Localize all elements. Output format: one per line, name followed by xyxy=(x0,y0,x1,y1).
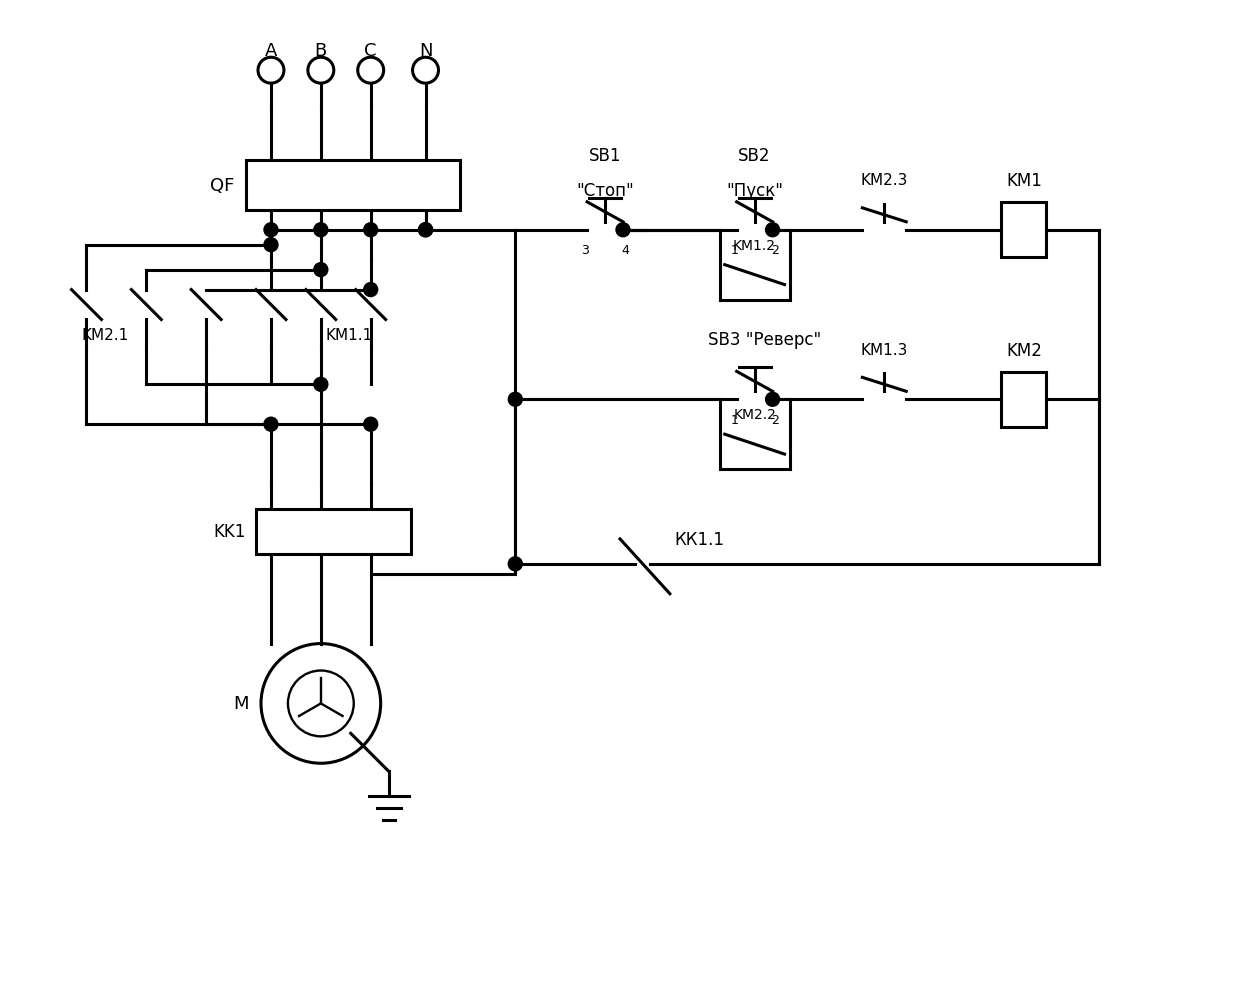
Text: 2: 2 xyxy=(771,414,778,426)
Text: KM2.2: KM2.2 xyxy=(733,408,776,421)
Circle shape xyxy=(419,224,432,238)
Text: KM2: KM2 xyxy=(1006,342,1042,360)
Text: KM1.2: KM1.2 xyxy=(733,239,776,252)
Text: КК1.1: КК1.1 xyxy=(675,531,725,549)
Circle shape xyxy=(364,224,378,238)
Text: KK1: KK1 xyxy=(213,523,247,541)
Text: M: M xyxy=(233,695,249,713)
Circle shape xyxy=(364,417,378,431)
Circle shape xyxy=(264,224,278,238)
Circle shape xyxy=(264,417,278,431)
Text: N: N xyxy=(419,42,432,61)
Bar xyxy=(1001,203,1046,257)
Circle shape xyxy=(419,224,432,238)
Circle shape xyxy=(313,224,328,238)
Circle shape xyxy=(313,378,328,392)
Bar xyxy=(247,161,461,211)
Circle shape xyxy=(313,263,328,277)
Text: KM2.1: KM2.1 xyxy=(82,328,129,343)
Text: 2: 2 xyxy=(771,244,778,256)
Text: KM1.3: KM1.3 xyxy=(861,343,908,358)
Circle shape xyxy=(766,393,779,407)
Text: KM1: KM1 xyxy=(1006,172,1042,190)
Text: "Стоп": "Стоп" xyxy=(576,182,634,200)
Text: SB2: SB2 xyxy=(738,147,771,165)
Text: A: A xyxy=(265,42,278,61)
Text: SB1: SB1 xyxy=(589,147,621,165)
Text: C: C xyxy=(364,42,377,61)
Text: 1: 1 xyxy=(731,244,738,256)
Text: SB3 "Реверс": SB3 "Реверс" xyxy=(707,331,821,349)
Circle shape xyxy=(264,239,278,252)
Circle shape xyxy=(616,224,629,238)
Text: 3: 3 xyxy=(581,244,589,256)
Bar xyxy=(256,510,410,555)
Text: KM1.1: KM1.1 xyxy=(326,328,373,343)
Text: KM2.3: KM2.3 xyxy=(861,173,908,188)
Circle shape xyxy=(766,224,779,238)
Circle shape xyxy=(508,558,523,572)
Text: QF: QF xyxy=(209,177,234,195)
Text: 4: 4 xyxy=(621,244,629,256)
Circle shape xyxy=(364,283,378,297)
Text: 1: 1 xyxy=(731,414,738,426)
Circle shape xyxy=(508,393,523,407)
Bar xyxy=(1001,373,1046,427)
Text: B: B xyxy=(315,42,327,61)
Text: "Пуск": "Пуск" xyxy=(726,182,783,200)
